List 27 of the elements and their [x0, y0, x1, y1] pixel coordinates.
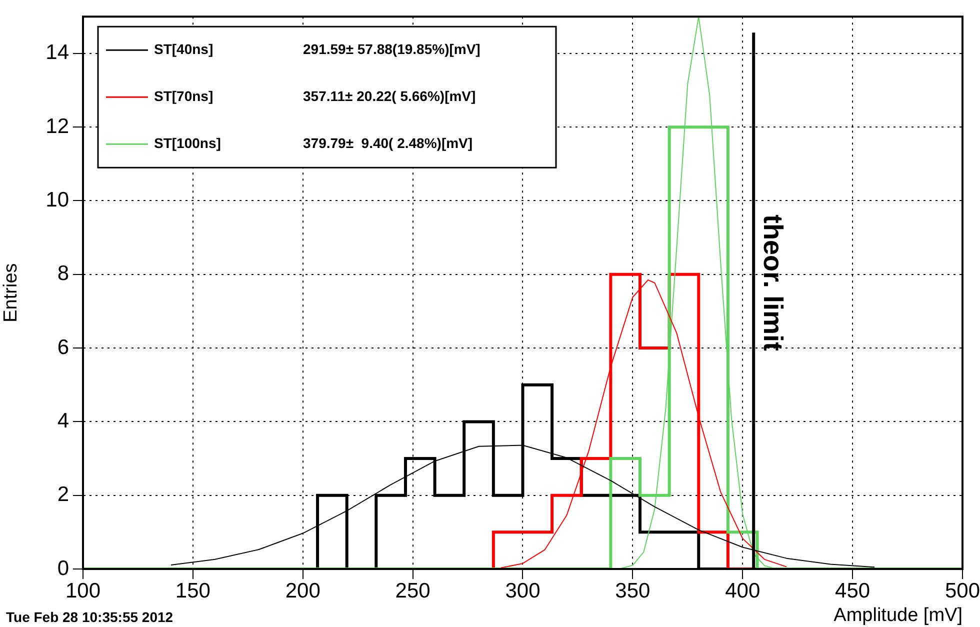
- x-tick-label: 100: [65, 579, 101, 602]
- y-tick-label: 6: [57, 336, 69, 359]
- x-tick-label: 300: [505, 579, 540, 602]
- legend-label: ST[70ns]: [154, 88, 214, 104]
- x-tick-label: 450: [835, 579, 870, 602]
- x-tick-label: 150: [175, 579, 210, 602]
- annotation: 291.59± 57.88(19.85%)[mV]: [303, 40, 480, 57]
- y-tick-label: 8: [57, 262, 69, 286]
- x-tick-label: 500: [944, 579, 980, 602]
- legend-label: ST[40ns]: [154, 40, 214, 57]
- legend-label: ST[100ns]: [154, 134, 221, 151]
- x-tick-label: 200: [285, 579, 320, 602]
- x-axis-title: Amplitude [mV]: [834, 604, 962, 626]
- x-tick-label: 250: [395, 579, 430, 602]
- text: Tue Feb 28 10:35:55 2012: [6, 608, 174, 625]
- y-axis-title: Entries: [0, 263, 22, 322]
- y-tick-label: 10: [46, 188, 69, 212]
- y-tick-label: 0: [57, 556, 69, 580]
- y-tick-label: 2: [57, 483, 69, 506]
- annotation: 357.11± 20.22( 5.66%)[mV]: [303, 88, 476, 104]
- x-tick-label: 400: [725, 579, 760, 602]
- x-tick-label: 350: [615, 579, 650, 602]
- ref-line-label: theor. limit: [758, 214, 788, 352]
- y-tick-label: 4: [57, 409, 70, 432]
- y-tick-label: 14: [46, 41, 70, 64]
- annotation: 379.79± 9.40( 2.48%)[mV]: [303, 134, 473, 151]
- y-tick-label: 12: [46, 114, 69, 138]
